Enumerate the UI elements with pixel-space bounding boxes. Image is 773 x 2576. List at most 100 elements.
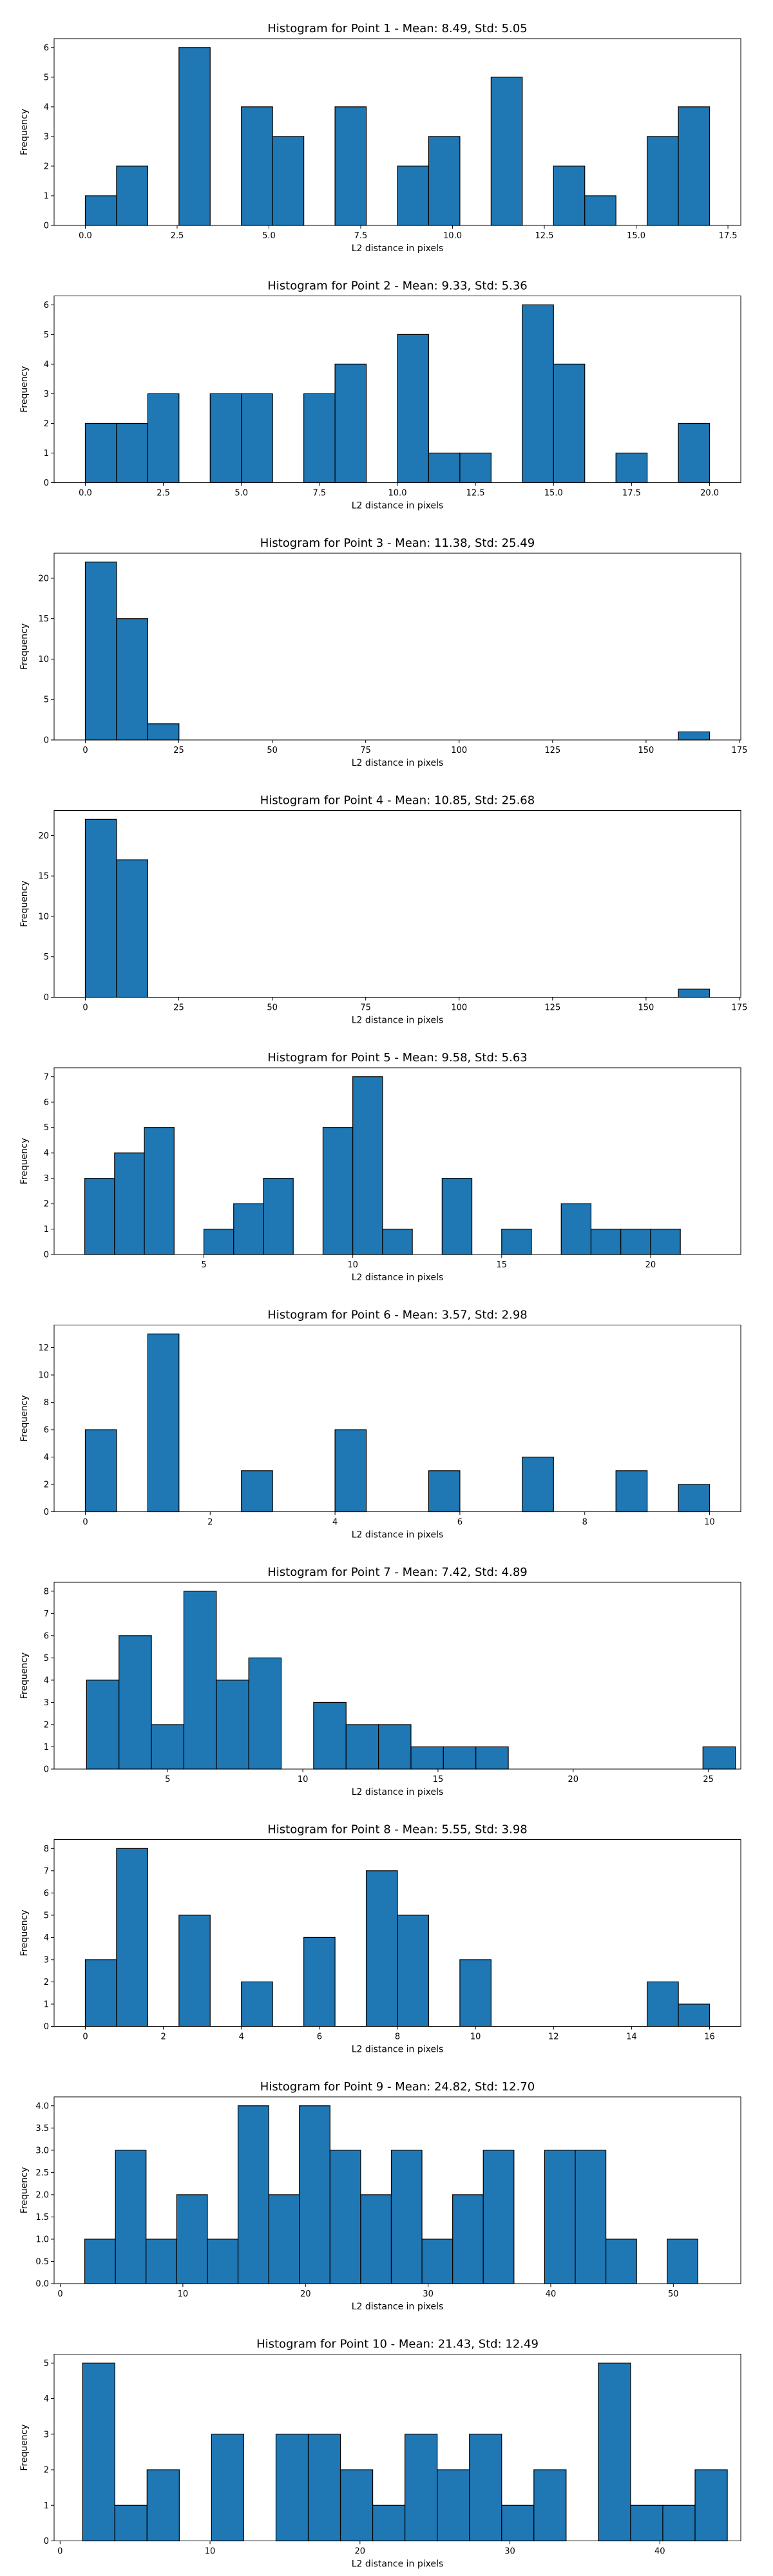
histogram-bar (147, 1333, 180, 1513)
histogram-bar (630, 2505, 663, 2542)
histogram-bars (82, 2362, 728, 2542)
x-tick-label: 10 (205, 2547, 216, 2557)
x-tick-label: 20 (355, 2547, 366, 2557)
y-tick-label: 12 (38, 1343, 49, 1353)
chart-title: Histogram for Point 2 - Mean: 9.33, Std:… (267, 279, 528, 293)
y-tick-label: 0 (44, 478, 49, 488)
y-tick-label: 5 (44, 696, 49, 705)
y-tick-label: 3.5 (35, 2124, 49, 2134)
y-axis-label: Frequency (19, 2424, 30, 2470)
x-axis-label: L2 distance in pixels (352, 1530, 444, 1540)
x-tick-label: 150 (638, 746, 654, 755)
histogram-bar (405, 2434, 438, 2542)
histogram-bar (678, 106, 711, 226)
histogram-bar (339, 2469, 374, 2542)
axes-frame (53, 1582, 741, 1770)
histogram-bar (116, 618, 148, 741)
histogram-bar (84, 1429, 117, 1513)
y-axis-label: Frequency (19, 1653, 30, 1699)
histogram-bar (501, 1228, 532, 1255)
x-tick-label: 10.0 (388, 489, 407, 498)
chart-panel-1: Histogram for Point 1 - Mean: 8.49, Std:… (19, 22, 741, 254)
histogram-bars (84, 1333, 711, 1513)
y-tick-label: 3 (44, 390, 49, 399)
x-tick-label: 10 (178, 2289, 189, 2299)
x-tick-label: 10 (704, 1518, 715, 1528)
histogram-bar (372, 2505, 406, 2542)
histogram-bar (606, 2239, 637, 2284)
histogram-bar (322, 1127, 354, 1255)
axes-frame (53, 553, 741, 741)
y-tick-label: 1 (44, 449, 49, 459)
y-tick-label: 5 (44, 1654, 49, 1663)
histogram-bar (307, 2434, 341, 2542)
y-tick-label: 5 (44, 73, 49, 82)
y-tick-label: 10 (38, 912, 49, 922)
chart-panel-2: Histogram for Point 2 - Mean: 9.33, Std:… (19, 279, 741, 511)
x-axis-label: L2 distance in pixels (352, 243, 444, 254)
y-tick-label: 4.0 (35, 2101, 49, 2111)
chart-title: Histogram for Point 1 - Mean: 8.49, Std:… (267, 22, 528, 35)
y-tick-label: 0.5 (35, 2257, 49, 2267)
axes-frame (53, 38, 741, 226)
x-tick-label: 10 (470, 2032, 481, 2042)
x-tick-label: 50 (668, 2289, 679, 2299)
x-tick-label: 7.5 (354, 231, 368, 241)
y-tick-label: 8 (44, 1844, 49, 1854)
x-tick-label: 15.0 (544, 489, 563, 498)
histogram-bar (678, 1484, 711, 1513)
chart-title: Histogram for Point 10 - Mean: 21.43, St… (256, 2338, 539, 2351)
chart-title: Histogram for Point 7 - Mean: 7.42, Std:… (267, 1566, 528, 1579)
histogram-bar (334, 363, 367, 484)
y-tick-label: 1 (44, 2501, 49, 2511)
y-tick-label: 1 (44, 191, 49, 201)
x-tick-label: 2 (207, 1518, 213, 1528)
x-tick-label: 20 (300, 2289, 311, 2299)
histogram-bars (84, 819, 711, 998)
histogram-bar (116, 859, 148, 998)
y-tick-label: 4 (44, 102, 49, 112)
x-tick-label: 0 (82, 1003, 88, 1013)
histogram-bars (84, 2105, 698, 2284)
y-tick-label: 10 (38, 655, 49, 665)
histogram-bar (590, 1228, 622, 1255)
histogram-bar (678, 989, 711, 998)
y-tick-label: 3 (44, 2430, 49, 2439)
histogram-bar (397, 334, 430, 484)
histogram-bar (452, 2194, 484, 2284)
histogram-bar (421, 2239, 453, 2284)
x-tick-label: 25 (173, 1003, 184, 1013)
histogram-bar (119, 1635, 152, 1770)
x-tick-label: 25 (173, 746, 184, 755)
x-tick-label: 40 (546, 2289, 557, 2299)
axes-frame (53, 1325, 741, 1512)
histogram-bar (598, 2362, 631, 2542)
y-tick-label: 3 (44, 1174, 49, 1184)
chart-panel-5: Histogram for Point 5 - Mean: 9.58, Std:… (19, 1051, 741, 1283)
x-tick-label: 0 (82, 2032, 88, 2042)
x-tick-label: 2 (160, 2032, 166, 2042)
histogram-bar (365, 1870, 398, 2027)
histogram-bar (147, 723, 180, 741)
x-axis-label: L2 distance in pixels (352, 2559, 444, 2570)
histogram-bar (522, 1456, 554, 1513)
x-tick-label: 75 (360, 1003, 371, 1013)
x-tick-label: 14 (626, 2032, 637, 2042)
histogram-bar (86, 1680, 120, 1770)
y-axis-label: Frequency (19, 2167, 30, 2213)
x-tick-label: 15 (497, 1260, 508, 1270)
x-tick-label: 5.0 (234, 489, 248, 498)
histogram-bar (553, 166, 586, 226)
y-axis-label: Frequency (19, 623, 30, 670)
histogram-bar (428, 136, 461, 226)
histogram-bar (211, 2434, 245, 2542)
x-tick-label: 8 (582, 1518, 587, 1528)
y-tick-label: 8 (44, 1398, 49, 1408)
histogram-bar (275, 2434, 309, 2542)
x-tick-label: 30 (423, 2289, 434, 2299)
x-tick-label: 0 (57, 2547, 62, 2557)
y-tick-label: 10 (38, 1371, 49, 1381)
histogram-bar (313, 1701, 347, 1770)
histogram-bars (84, 562, 711, 741)
